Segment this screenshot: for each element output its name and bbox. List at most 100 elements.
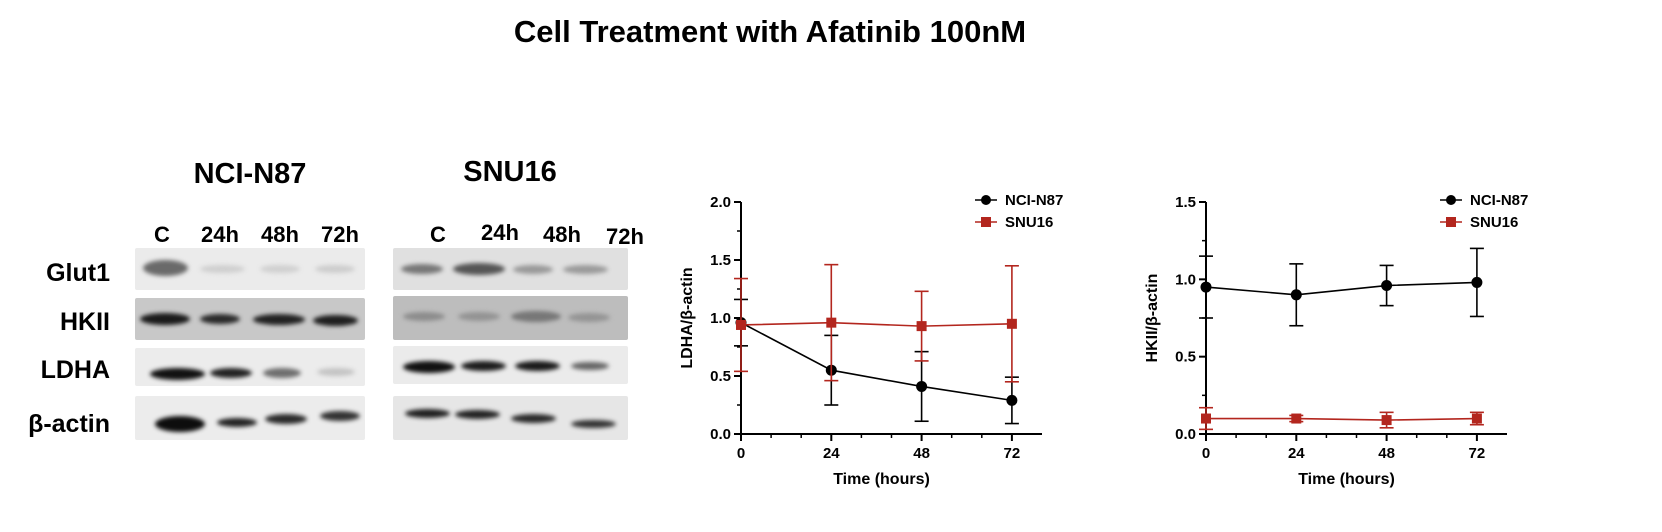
data-point-snu16 [916,321,927,332]
blot-band [317,368,355,376]
data-point-nci-n87 [1290,289,1302,301]
blot-band [260,265,300,273]
blot-band [200,314,240,324]
legend-marker-snu16 [1446,217,1456,227]
blot-strip-nci-n87-beta-actin [135,396,365,440]
y-tick-label: 0.0 [710,426,731,443]
blot-band [571,420,616,428]
blot-band [210,368,252,378]
y-tick-label: 1.5 [710,252,731,269]
blot-band [455,410,500,419]
series-line-nci-n87 [740,321,1013,402]
data-point-snu16 [1291,413,1302,424]
data-point-snu16 [1201,413,1211,424]
blot-band [403,361,455,373]
data-point-snu16 [1006,318,1017,329]
blot-band [315,265,355,273]
y-tick-label: 0.5 [1175,349,1196,366]
blot-band [511,414,556,423]
blot-band [313,315,358,326]
x-tick-label: 48 [1378,445,1395,462]
blot-band [458,312,500,321]
legend-marker-snu16 [981,217,991,227]
blot-band [453,263,505,275]
blot-row-label-beta-actin: β-actin [28,410,110,438]
series-line-snu16 [1206,417,1477,421]
blot-strip-snu16-beta-actin [393,396,628,440]
blot-band [461,361,506,371]
chart-ldha-beta-actin: 0.0 0.5 1.0 1.5 2.0 0 24 48 72 Time (hours) LDHA/β… [679,192,1063,488]
blot-band [265,414,307,424]
y-tick-label: 1.0 [1175,271,1196,288]
x-tick-label: 0 [737,445,745,462]
legend-label-nci-n87: NCI-N87 [1470,192,1528,209]
blot-strip-nci-n87-hkii [135,298,365,340]
blot-strip-nci-n87-ldha [135,348,365,386]
data-point-snu16 [826,317,837,328]
blot-band [401,264,443,274]
data-point-nci-n87 [1381,280,1393,292]
figure-title: Cell Treatment with Afatinib 100nM [513,14,1027,49]
blot-band [140,313,190,325]
blot-band [403,312,445,321]
blot-lane-label: 72h [606,224,644,249]
legend-label-snu16: SNU16 [1005,214,1053,231]
blot-panel-title-snu16: SNU16 [463,156,557,188]
x-tick-label: 24 [1288,445,1305,462]
blot-band [143,260,188,276]
data-point-nci-n87 [916,380,928,392]
blot-band [263,368,301,378]
blot-band [563,265,608,274]
blot-lane-label: 48h [543,222,581,247]
y-axis-label: HKII/β-actin [1144,274,1161,363]
x-tick-label: 72 [1004,445,1021,462]
data-point-nci-n87 [1200,281,1212,293]
blot-strip-nci-n87-glut1 [135,248,365,290]
x-tick-label: 24 [823,445,840,462]
blot-band [253,314,305,325]
blot-band [217,418,257,427]
y-tick-label: 0.0 [1175,426,1196,443]
data-point-nci-n87 [1471,276,1483,288]
blot-row-label-glut1: Glut1 [46,259,110,287]
data-point-snu16 [1381,415,1392,426]
blot-lane-label: C [154,222,170,247]
y-tick-label: 1.0 [710,310,731,327]
blot-band [320,411,360,421]
blot-strip-snu16-ldha [393,346,628,384]
blot-lane-label: C [430,222,446,247]
blot-lane-label: 24h [201,222,239,247]
blot-band [150,368,205,380]
series-line-snu16 [740,321,1012,327]
blot-lane-label: 72h [321,222,359,247]
blot-strip-snu16-glut1 [393,248,628,290]
blot-panel-title-nci-n87: NCI-N87 [193,158,307,190]
blot-lane-label: 24h [481,220,519,245]
blot-band [155,416,205,432]
legend-marker-nci-n87 [981,195,991,205]
x-axis-label: Time (hours) [1298,471,1395,488]
blot-band [568,313,610,322]
x-tick-label: 48 [913,445,930,462]
blot-row-label-hkii: HKII [60,308,110,336]
series-line-nci-n87 [1205,281,1477,296]
data-point-nci-n87 [1006,394,1018,406]
blot-band [200,265,245,273]
blot-band [513,265,553,274]
x-tick-label: 0 [1202,445,1210,462]
y-tick-label: 0.5 [710,368,731,385]
data-point-snu16 [736,319,746,330]
blot-strip-snu16-hkii [393,296,628,340]
blot-band [405,409,450,418]
legend-marker-nci-n87 [1446,195,1456,205]
y-tick-label: 2.0 [710,194,731,211]
x-axis-label: Time (hours) [833,471,930,488]
blot-lane-label: 48h [261,222,299,247]
y-tick-label: 1.5 [1175,194,1196,211]
blot-row-label-ldha: LDHA [40,356,110,384]
legend-label-snu16: SNU16 [1470,214,1518,231]
data-point-snu16 [1471,413,1482,424]
blot-band [515,361,560,371]
y-axis-label: LDHA/β-actin [679,267,696,368]
blot-band [571,362,609,370]
